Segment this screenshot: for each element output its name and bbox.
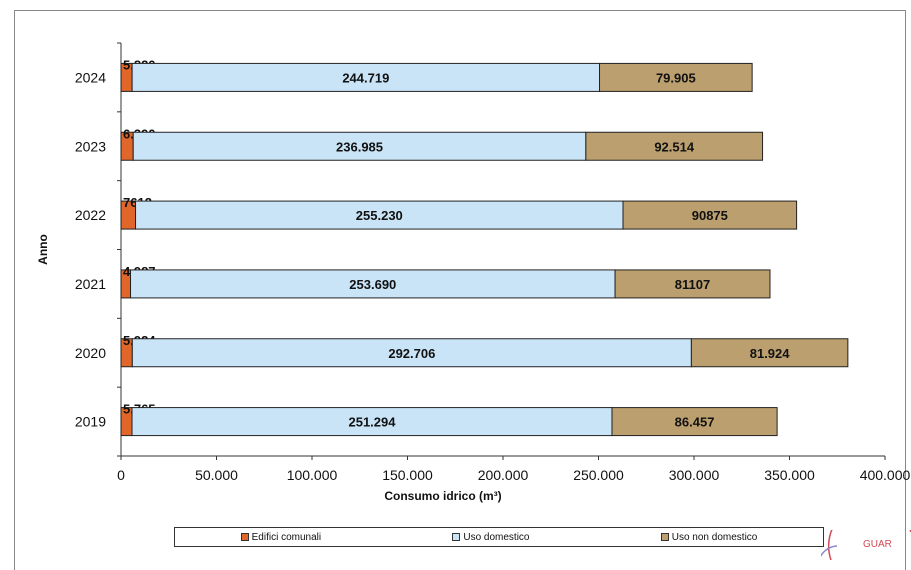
data-label: 292.706 [388,346,435,361]
x-axis-title: Consumo idrico (m³) [384,489,501,503]
legend-swatch-edifici [240,533,249,541]
x-tick-label: 50.000 [195,467,238,483]
data-label: 255.230 [356,208,403,223]
y-tick-label: 2020 [75,345,106,361]
x-tick-label: 300.000 [669,467,720,483]
data-label: 86.457 [675,415,715,430]
official-stamp-logo: GUAR [821,530,911,560]
bar-segment [131,62,601,92]
data-label: 251.294 [348,415,396,430]
y-tick-label: 2023 [75,138,106,154]
bar-segment [622,200,798,230]
y-tick-label: 2024 [75,69,106,85]
bar-segment [132,131,587,161]
bar-segment [135,200,624,230]
data-label: 90875 [692,208,728,223]
bar-segment [131,338,692,368]
data-label: 253.690 [349,277,396,292]
legend-item-non-domestico: Uso non domestico [660,531,758,543]
data-label: 79.905 [656,70,696,85]
legend-item-edifici: Edifici comunali [240,531,322,543]
legend-label-domestico: Uso domestico [463,531,530,543]
data-label: 81.924 [750,346,791,361]
bar-segment [614,269,771,299]
chart-frame [14,10,906,570]
bar-segment [599,62,753,92]
x-tick-label: 250.000 [573,467,624,483]
bar-segment [690,338,849,368]
data-label: 236.985 [336,139,383,154]
bar-segment [585,131,764,161]
legend-swatch-non-domestico [660,533,669,541]
legend-swatch-domestico [452,533,461,541]
legend-label-edifici: Edifici comunali [251,531,322,543]
legend-item-domestico: Uso domestico [452,531,530,543]
bar-segment [130,269,616,299]
data-label: 244.719 [342,70,389,85]
x-tick-label: 350.000 [764,467,815,483]
x-tick-label: 400.000 [860,467,911,483]
x-tick-label: 100.000 [287,467,338,483]
legend: Edifici comunali Uso domestico Uso non d… [174,527,824,547]
data-label: 92.514 [654,139,695,154]
x-tick-label: 200.000 [478,467,529,483]
data-label: 81107 [675,277,710,292]
legend-label-non-domestico: Uso non domestico [671,531,758,543]
y-tick-label: 2021 [75,276,106,292]
y-tick-label: 2019 [75,414,106,430]
y-tick-label: 2022 [75,207,106,223]
bar-segment [611,407,778,437]
y-axis-title: Anno [36,234,50,265]
bar-segment [131,407,613,437]
x-tick-label: 0 [117,467,125,483]
x-tick-label: 150.000 [382,467,433,483]
svg-text:GUAR: GUAR [863,539,892,550]
